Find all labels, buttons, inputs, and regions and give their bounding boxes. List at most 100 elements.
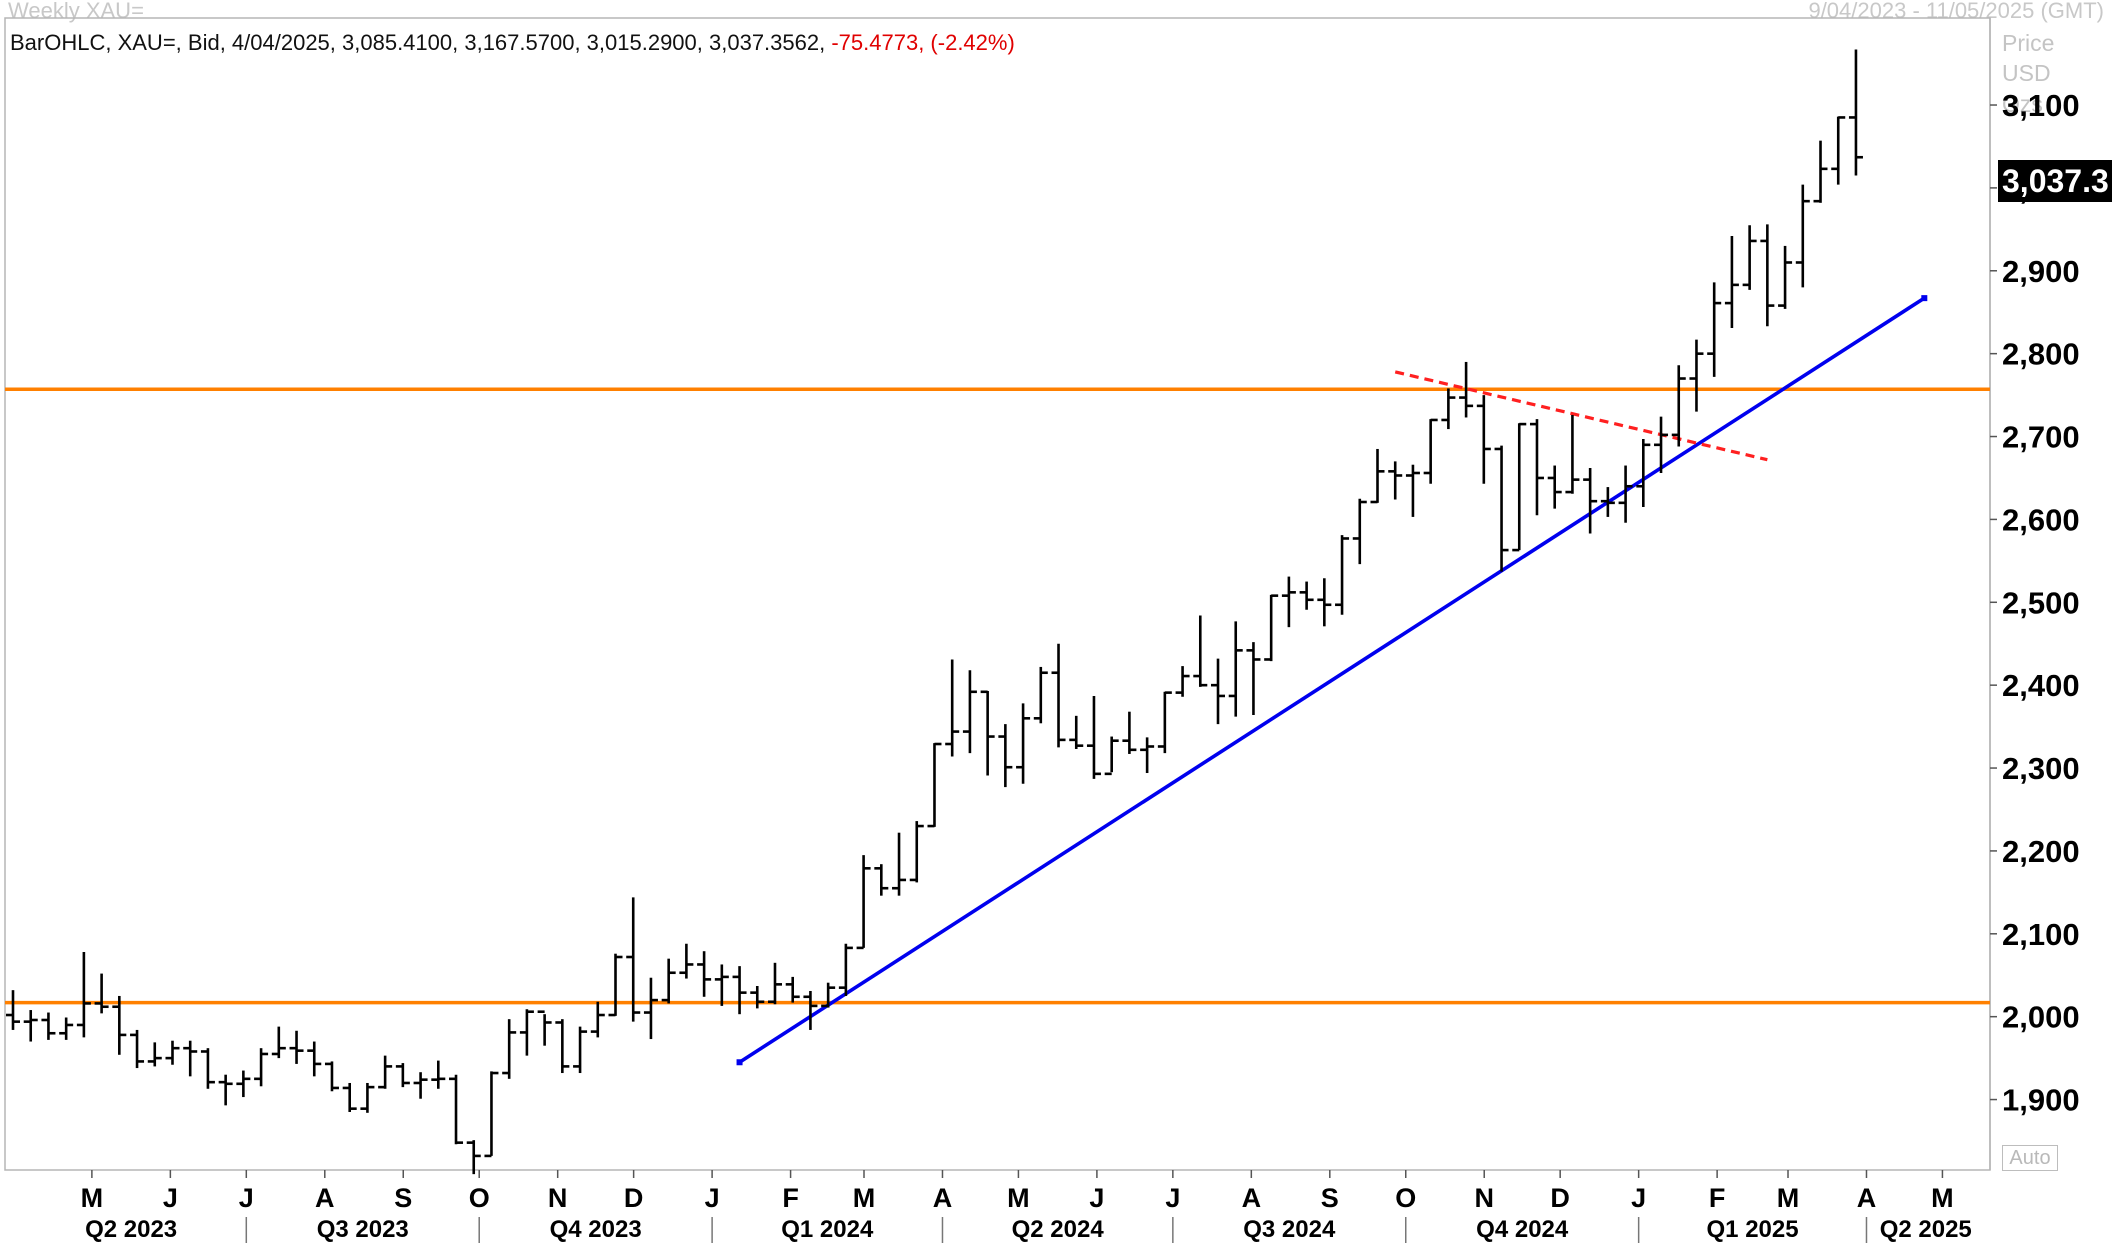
x-month-label: M [1931,1183,1954,1213]
x-month-label: D [624,1183,644,1213]
current-price-label: 3,037.3 [1998,160,2112,202]
ohlc-info-bar: BarOHLC, XAU=, Bid, 4/04/2025, 3,085.410… [10,30,1015,56]
trendline-anchor-start [736,1059,743,1066]
x-month-label: A [315,1183,335,1213]
ohlc-bar [1352,498,1367,565]
ohlc-bar [590,1001,605,1038]
x-month-label: O [469,1183,490,1213]
ohlc-bar [1742,225,1757,290]
ohlc-bar [1689,339,1704,412]
y-tick-label: 2,800 [2002,337,2080,372]
ohlc-bar [874,864,889,896]
ohlc-bar [909,821,924,883]
price-axis-header-currency: USD [2002,60,2051,86]
x-month-label: J [705,1183,720,1213]
ohlc-bar [165,1040,180,1065]
price-axis-header-price: Price [2002,30,2055,56]
ohlc-bar [838,943,853,996]
x-month-label: N [548,1183,568,1213]
ohlc-bar [1299,581,1314,610]
ohlc-bar [1388,461,1403,500]
ohlc-bar [395,1063,410,1088]
x-month-label: M [1007,1183,1030,1213]
ohlc-bar [41,1012,56,1040]
ohlc-bar [537,1010,552,1046]
y-tick-label: 1,900 [2002,1083,2080,1118]
ohlc-bar [661,958,676,1004]
ohlc-bar [892,832,907,896]
ohlc-bar [626,897,641,1022]
ohlc-bar [360,1082,375,1113]
ohlc-info-text: BarOHLC, XAU=, Bid, 4/04/2025, 3,085.410… [10,30,826,55]
x-month-label: J [163,1183,178,1213]
ohlc-bar [1529,419,1544,516]
ohlc-bar [519,1009,534,1056]
ohlc-bar [1335,535,1350,615]
x-month-label: A [1857,1183,1877,1213]
x-month-label: J [1089,1183,1104,1213]
ohlc-bar [750,986,765,1009]
ohlc-bars [6,49,1863,1175]
ohlc-bar [1600,487,1615,517]
ohlc-bar [147,1042,162,1067]
ohlc-bar [1778,245,1793,309]
y-tick-label: 2,300 [2002,751,2080,786]
ohlc-bar [1193,615,1208,687]
ohlc-bar [1583,468,1598,534]
ohlc-bar [1264,594,1279,662]
y-tick-label: 3,100 [2002,88,2080,123]
ohlc-bar [271,1026,286,1059]
ohlc-bar [466,1140,481,1175]
price-axis-header-unit: Ozs [2002,91,2043,117]
ohlc-bar [803,990,818,1030]
x-month-label: S [394,1183,412,1213]
ohlc-bar [1707,282,1722,377]
y-tick-label: 2,000 [2002,1000,2080,1035]
ohlc-bar [821,982,836,1008]
ohlc-bar [945,659,960,757]
ohlc-bar [1423,418,1438,484]
x-quarter-label: Q3 2024 [1243,1216,1336,1243]
ohlc-bar [573,1026,588,1074]
ohlc-bar [714,964,729,1006]
ohlc-bar [1848,49,1863,176]
ohlc-bar [1441,388,1456,430]
ohlc-bar [1831,116,1846,185]
ohlc-bar [6,990,20,1030]
ohlc-bar [94,973,109,1014]
ohlc-bar [342,1082,357,1112]
ohlc-bar [1246,642,1261,716]
ohlc-bar [1494,445,1509,572]
x-quarter-label: Q2 2025 [1880,1216,1972,1243]
ohlc-bar [1069,715,1084,749]
y-tick-label: 2,600 [2002,502,2080,537]
ohlc-bar [1175,666,1190,697]
ohlc-bar [1033,666,1048,724]
x-month-label: A [933,1183,953,1213]
ohlc-bar [732,966,747,1015]
ohlc-bar [23,1010,38,1042]
ohlc-bar [1140,737,1155,774]
x-month-label: M [853,1183,876,1213]
x-month-label: M [81,1183,104,1213]
ohlc-change-text: -75.4773, (-2.42%) [831,30,1015,55]
ohlc-bar [1724,235,1739,328]
ohlc-bar [1476,395,1491,484]
ohlc-bar [1051,643,1066,748]
ohlc-bar [254,1048,269,1087]
ohlc-bar [130,1029,145,1069]
ohlc-bar [1405,464,1420,517]
x-quarter-label: Q2 2024 [1012,1216,1105,1243]
ohlc-bar [236,1070,251,1098]
y-tick-label: 2,900 [2002,254,2080,289]
auto-scale-button[interactable]: Auto [2002,1145,2058,1171]
x-quarter-label: Q1 2024 [781,1216,874,1243]
ohlc-bar [785,976,800,1003]
ohlc-bar [1228,621,1243,717]
ohlc-bar [200,1048,215,1089]
ohlc-bar [183,1040,198,1077]
x-month-label: O [1395,1183,1416,1213]
ohlc-bar [1317,578,1332,627]
